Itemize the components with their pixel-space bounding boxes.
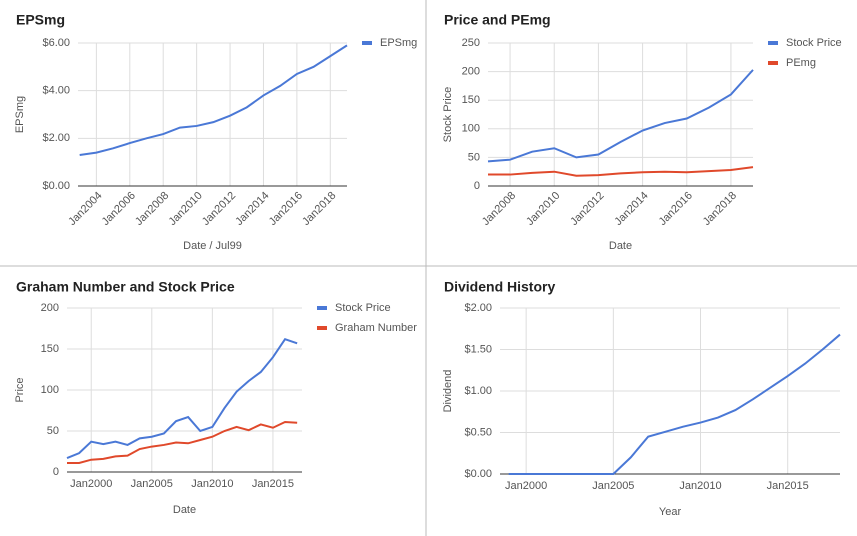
y-tick-label: $2.00 <box>42 132 70 144</box>
y-tick-label: $4.00 <box>42 85 70 97</box>
y-axis-label: Stock Price <box>442 87 454 143</box>
y-tick-label: 150 <box>41 343 59 355</box>
legend-swatch <box>317 326 327 330</box>
x-tick-label: Jan2005 <box>592 480 634 492</box>
legend-swatch <box>362 41 372 45</box>
legend-swatch <box>768 41 778 45</box>
series-line <box>488 166 754 177</box>
y-tick-label: $6.00 <box>42 37 70 49</box>
x-tick-label: Jan2010 <box>679 480 721 492</box>
legend-label: Stock Price <box>786 37 842 49</box>
y-tick-label: 0 <box>53 466 59 478</box>
x-axis-label: Date / Jul99 <box>183 240 242 252</box>
y-tick-label: 50 <box>468 151 480 163</box>
y-tick-label: $1.50 <box>464 343 492 355</box>
series-line <box>487 69 754 163</box>
legend-label: PEmg <box>786 57 816 69</box>
y-tick-label: 150 <box>462 94 480 106</box>
y-tick-label: 50 <box>47 425 59 437</box>
y-tick-label: 100 <box>462 123 480 135</box>
chart-title: EPSmg <box>16 12 65 28</box>
y-tick-label: $2.00 <box>464 302 492 314</box>
series-line <box>79 44 348 157</box>
legend-label: EPSmg <box>380 37 417 49</box>
x-axis-label: Date <box>173 504 196 516</box>
y-tick-label: $0.50 <box>464 426 492 438</box>
y-tick-label: $0.00 <box>42 180 70 192</box>
y-axis-label: EPSmg <box>14 96 26 133</box>
x-tick-label: Jan2005 <box>131 478 173 490</box>
x-tick-label: Jan2000 <box>70 478 112 490</box>
legend-label: Stock Price <box>335 302 391 314</box>
legend-swatch <box>317 306 327 310</box>
chart-title: Price and PEmg <box>444 12 551 28</box>
x-tick-label: Jan2015 <box>767 480 809 492</box>
series-line <box>66 337 298 459</box>
legend-label: Graham Number <box>335 322 417 334</box>
x-axis-label: Date <box>609 240 632 252</box>
x-tick-label: Jan2010 <box>191 478 233 490</box>
series-line <box>67 420 298 464</box>
chart-title: Graham Number and Stock Price <box>16 279 235 295</box>
y-tick-label: $1.00 <box>464 385 492 397</box>
y-tick-label: 250 <box>462 37 480 49</box>
chart-title: Dividend History <box>444 279 555 295</box>
legend-swatch <box>768 61 778 65</box>
y-axis-label: Price <box>14 377 26 402</box>
y-axis-label: Dividend <box>442 370 454 413</box>
x-tick-label: Jan2000 <box>505 480 547 492</box>
y-tick-label: $0.00 <box>464 468 492 480</box>
y-tick-label: 0 <box>474 180 480 192</box>
y-tick-label: 100 <box>41 384 59 396</box>
x-tick-label: Jan2015 <box>252 478 294 490</box>
y-tick-label: 200 <box>462 66 480 78</box>
series-line <box>508 333 841 475</box>
y-tick-label: 200 <box>41 302 59 314</box>
x-axis-label: Year <box>659 506 682 518</box>
